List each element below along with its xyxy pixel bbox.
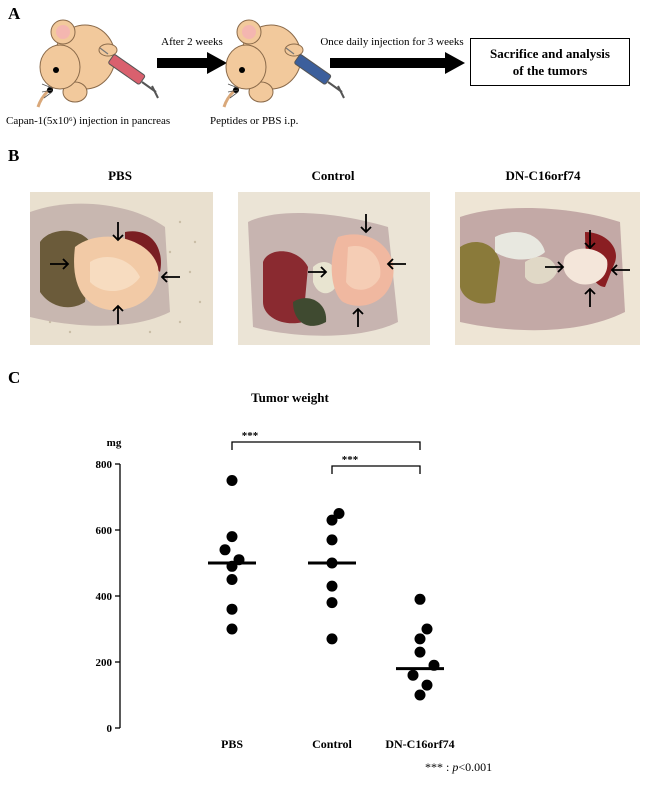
data-point [414,593,426,605]
footnote-value: <0.001 [458,760,493,774]
y-tick-label: 0 [107,723,113,735]
photo-label-control: Control [311,168,355,183]
right-arrow-icon [157,52,227,74]
right-arrow-icon [330,52,465,74]
significance-footnote: *** : p<0.001 [425,760,492,775]
data-point [326,597,338,609]
mouse-icon [222,19,304,108]
data-point [414,633,426,645]
data-point [414,689,426,701]
data-point [421,623,433,635]
tumor-weight-chart: Tumor weight mg 0 200 400 600 800 PBS Control DN-… [96,390,455,751]
data-point [414,646,426,658]
data-point [326,534,338,546]
data-point [226,475,238,486]
y-tick-label: 600 [96,525,113,537]
footnote-p: p [452,760,459,774]
y-tick-label: 800 [96,459,113,471]
panel-b-letter: B [8,146,20,165]
significance-bracket [231,441,421,450]
result-box-line2: of the tumors [512,63,588,78]
data-point [407,669,419,681]
significance-bracket [331,465,421,474]
data-point [326,580,338,592]
panel-c-letter: C [8,368,21,387]
photo-label-pbs: PBS [108,168,132,183]
y-tick-label: 200 [96,657,113,669]
step2-caption: Peptides or PBS i.p. [210,115,299,127]
y-tick-label: 400 [96,591,113,603]
data-point [326,514,338,526]
syringe-icon [99,47,159,99]
data-point [226,623,238,635]
x-category-label: DN-C16orf74 [385,737,454,751]
data-point [421,679,433,691]
photo-label-dn-c16orf74: DN-C16orf74 [505,168,581,183]
significance-label: *** [342,454,359,466]
arrow1-label: After 2 weeks [161,36,223,48]
data-point [226,531,238,543]
tumor-photo-pbs [30,192,213,345]
mouse-icon [36,19,118,108]
panel-a-letter: A [8,4,21,23]
footnote-stars: *** : [425,760,450,774]
mouse-with-syringe-1-illustration [36,19,159,108]
x-category-label: PBS [221,737,243,751]
data-point [219,544,231,556]
result-box-line1: Sacrifice and analysis [490,46,610,61]
x-category-label: Control [312,737,352,751]
arrow2-label: Once daily injection for 3 weeks [320,36,464,48]
data-point [226,574,238,585]
mouse-with-syringe-2-illustration [222,19,345,108]
data-point [226,603,238,615]
tumor-photo-control [238,192,430,345]
step1-caption: Capan-1(5x10⁶) injection in pancreas [6,115,171,127]
data-point [326,633,338,645]
tumor-photo-dn-c16orf74 [455,192,640,345]
significance-label: *** [242,430,259,442]
data-point [333,508,345,519]
result-box: Sacrifice and analysis of the tumors [470,38,630,86]
chart-title: Tumor weight [251,390,329,405]
y-axis-unit-label: mg [107,437,122,449]
syringe-icon [285,47,345,99]
